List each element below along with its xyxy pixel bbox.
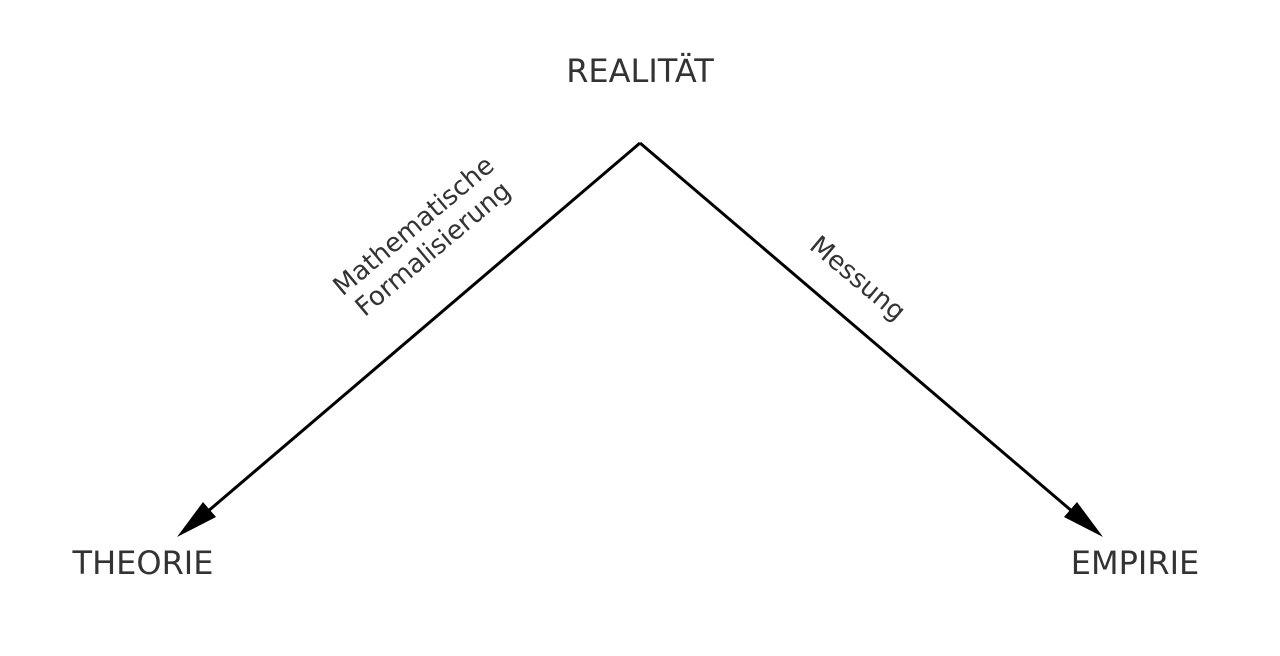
node-empirie-label: EMPIRIE xyxy=(1071,544,1199,582)
edge-realitaet-theorie-line xyxy=(199,141,641,520)
edge-label-messung-text: Messung xyxy=(804,230,911,327)
arrowhead-theorie xyxy=(177,502,216,537)
node-theorie-label: THEORIE xyxy=(72,544,214,582)
edge-label-formalisierung: Mathematische Formalisierung xyxy=(328,150,517,322)
edge-realitaet-empirie-line xyxy=(639,141,1081,520)
node-realitaet-label: REALITÄT xyxy=(566,52,714,90)
arrowhead-empirie xyxy=(1064,502,1103,537)
edge-label-messung: Messung xyxy=(804,230,911,327)
